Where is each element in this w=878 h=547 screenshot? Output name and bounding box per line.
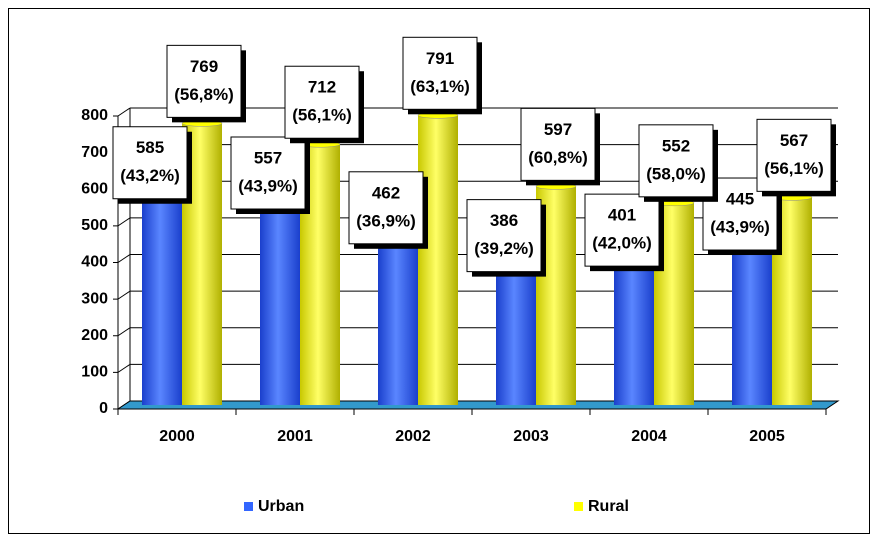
grid-line [117,290,131,300]
share-label: (43,9%) [710,218,770,237]
label-box [584,193,660,267]
share-label: (60,8%) [528,148,588,167]
share-label: (36,9%) [356,211,416,230]
share-label: (39,2%) [474,239,534,258]
label-box [756,118,832,192]
data-label: 567 [780,131,808,150]
x-tick-label: 2005 [749,428,785,445]
share-label: (56,1%) [292,106,352,125]
grid-line [117,327,131,337]
bar [260,200,300,405]
x-tick-label: 2003 [513,428,549,445]
data-label: 712 [308,78,336,97]
y-tick-label: 200 [81,327,108,344]
bar [418,115,458,405]
label-box [402,36,478,110]
floor [116,400,840,410]
data-label: 557 [254,148,282,167]
data-label: 462 [372,183,400,202]
x-tick-label: 2002 [395,428,431,445]
data-label: 401 [608,206,636,225]
y-tick-label: 800 [81,107,108,124]
share-label: (56,1%) [764,159,824,178]
share-label: (43,9%) [238,176,298,195]
grid-line [117,254,131,263]
data-label: 445 [726,190,754,209]
data-label: 791 [426,49,454,68]
bar [732,242,772,405]
bar [378,235,418,405]
legend-label: Urban [258,498,304,515]
y-tick-label: 500 [81,217,108,234]
share-label: (63,1%) [410,77,470,96]
data-label: 552 [662,136,690,155]
share-label: (56,8%) [174,85,234,104]
grid-line [117,107,131,117]
y-tick-label: 100 [81,364,108,381]
data-label: 386 [490,211,518,230]
y-tick-label: 400 [81,254,108,271]
y-tick-label: 0 [99,400,108,417]
y-tick-label: 600 [81,180,108,197]
grid-line [117,217,131,227]
legend-swatch [574,502,583,511]
label-box [638,124,714,198]
label-box [520,107,596,181]
label-box [112,126,188,200]
legend-swatch [244,502,253,511]
share-label: (58,0%) [646,164,706,183]
label-box [230,136,306,210]
label-box [466,199,542,273]
label-box [284,65,360,139]
bar [614,258,654,405]
share-label: (43,2%) [120,166,180,185]
data-label: 769 [190,57,218,76]
bar [142,190,182,405]
y-tick-label: 700 [81,144,108,161]
data-label: 585 [136,138,164,157]
label-box [348,171,424,245]
label-box [166,44,242,118]
legend-label: Rural [588,498,629,515]
x-tick-label: 2004 [631,428,667,445]
y-tick-label: 300 [81,290,108,307]
bar [496,263,536,405]
x-tick-label: 2000 [159,428,195,445]
x-tick-label: 2001 [277,428,313,445]
share-label: (42,0%) [592,234,652,253]
data-label: 597 [544,120,572,139]
grid-line [117,363,131,373]
